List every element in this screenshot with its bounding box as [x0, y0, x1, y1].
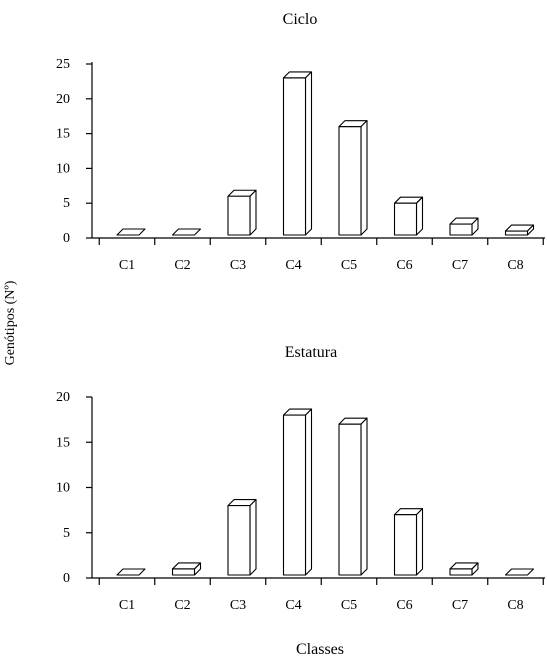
x-axis-label: Classes	[296, 641, 344, 658]
bar-c5	[338, 417, 368, 576]
chart-title: Ciclo	[283, 11, 318, 28]
category-label: C7	[452, 258, 468, 273]
category-label: C4	[285, 258, 301, 273]
category-label: C4	[285, 598, 301, 613]
bar-c6	[393, 508, 424, 576]
bar-c2	[171, 228, 202, 236]
y-tick-label: 15	[56, 127, 70, 142]
chart-title: Estatura	[285, 344, 337, 361]
category-label: C2	[174, 598, 190, 613]
bar-c8	[504, 224, 535, 236]
category-label: C7	[452, 598, 468, 613]
bar-front-face	[449, 223, 473, 236]
bar-c3	[227, 189, 257, 236]
category-label: C6	[396, 598, 412, 613]
bar-c1	[116, 228, 146, 236]
bar-front-face	[504, 230, 529, 236]
bar-c4	[282, 71, 313, 236]
bar-c6	[393, 196, 424, 236]
bar-side-face	[249, 499, 257, 576]
bar-top-face	[116, 568, 146, 576]
bar-front-face	[282, 414, 307, 576]
bar-c4	[282, 408, 313, 576]
y-tick-label: 0	[63, 231, 70, 246]
y-tick-label: 10	[56, 481, 70, 496]
bar-top-face	[116, 228, 146, 236]
category-label: C2	[174, 258, 190, 273]
category-label: C8	[507, 258, 523, 273]
bar-c2	[171, 562, 202, 576]
bar-side-face	[304, 71, 313, 236]
bar-front-face	[171, 568, 196, 576]
y-tick-label: 20	[56, 390, 70, 405]
bar-front-face	[449, 568, 473, 576]
bar-front-face	[393, 202, 418, 236]
category-label: C6	[396, 258, 412, 273]
category-label: C5	[341, 258, 357, 273]
y-tick-label: 5	[63, 196, 70, 211]
bar-c7	[449, 217, 479, 236]
y-tick-label: 0	[63, 571, 70, 586]
category-label: C8	[507, 598, 523, 613]
bar-front-face	[338, 423, 362, 576]
bar-top-face	[171, 228, 202, 236]
bar-front-face	[227, 505, 251, 576]
bar-side-face	[415, 508, 424, 576]
bar-c7	[449, 562, 479, 576]
bar-top-face	[504, 568, 535, 576]
bar-front-face	[338, 126, 362, 236]
bar-c8	[504, 568, 535, 576]
bar-c3	[227, 499, 257, 576]
bar-front-face	[282, 77, 307, 236]
y-tick-label: 25	[56, 57, 70, 72]
bar-side-face	[304, 408, 313, 576]
bar-front-face	[227, 195, 251, 236]
y-tick-label: 10	[56, 161, 70, 176]
bar-front-face	[393, 514, 418, 576]
bar-side-face	[360, 417, 368, 576]
y-tick-label: 5	[63, 526, 70, 541]
category-label: C5	[341, 598, 357, 613]
bar-side-face	[360, 120, 368, 236]
y-tick-label: 15	[56, 435, 70, 450]
category-label: C1	[119, 598, 135, 613]
y-tick-label: 20	[56, 92, 70, 107]
category-label: C3	[230, 598, 246, 613]
category-label: C3	[230, 258, 246, 273]
bar-side-face	[249, 189, 257, 236]
bar-c5	[338, 120, 368, 236]
chart-estatura: Estatura 0 5 10 15 20 C1 C2 C3 C4 C5 C6 C7 C8	[56, 344, 545, 613]
category-label: C1	[119, 258, 135, 273]
bar-c1	[116, 568, 146, 576]
y-axis-label: Genótipos (Nº)	[3, 280, 18, 365]
chart-ciclo: Ciclo 0 5 10 15 20 25 C1 C2 C3 C4 C5 C6 C7 C8	[56, 11, 545, 273]
bar-side-face	[415, 196, 424, 236]
